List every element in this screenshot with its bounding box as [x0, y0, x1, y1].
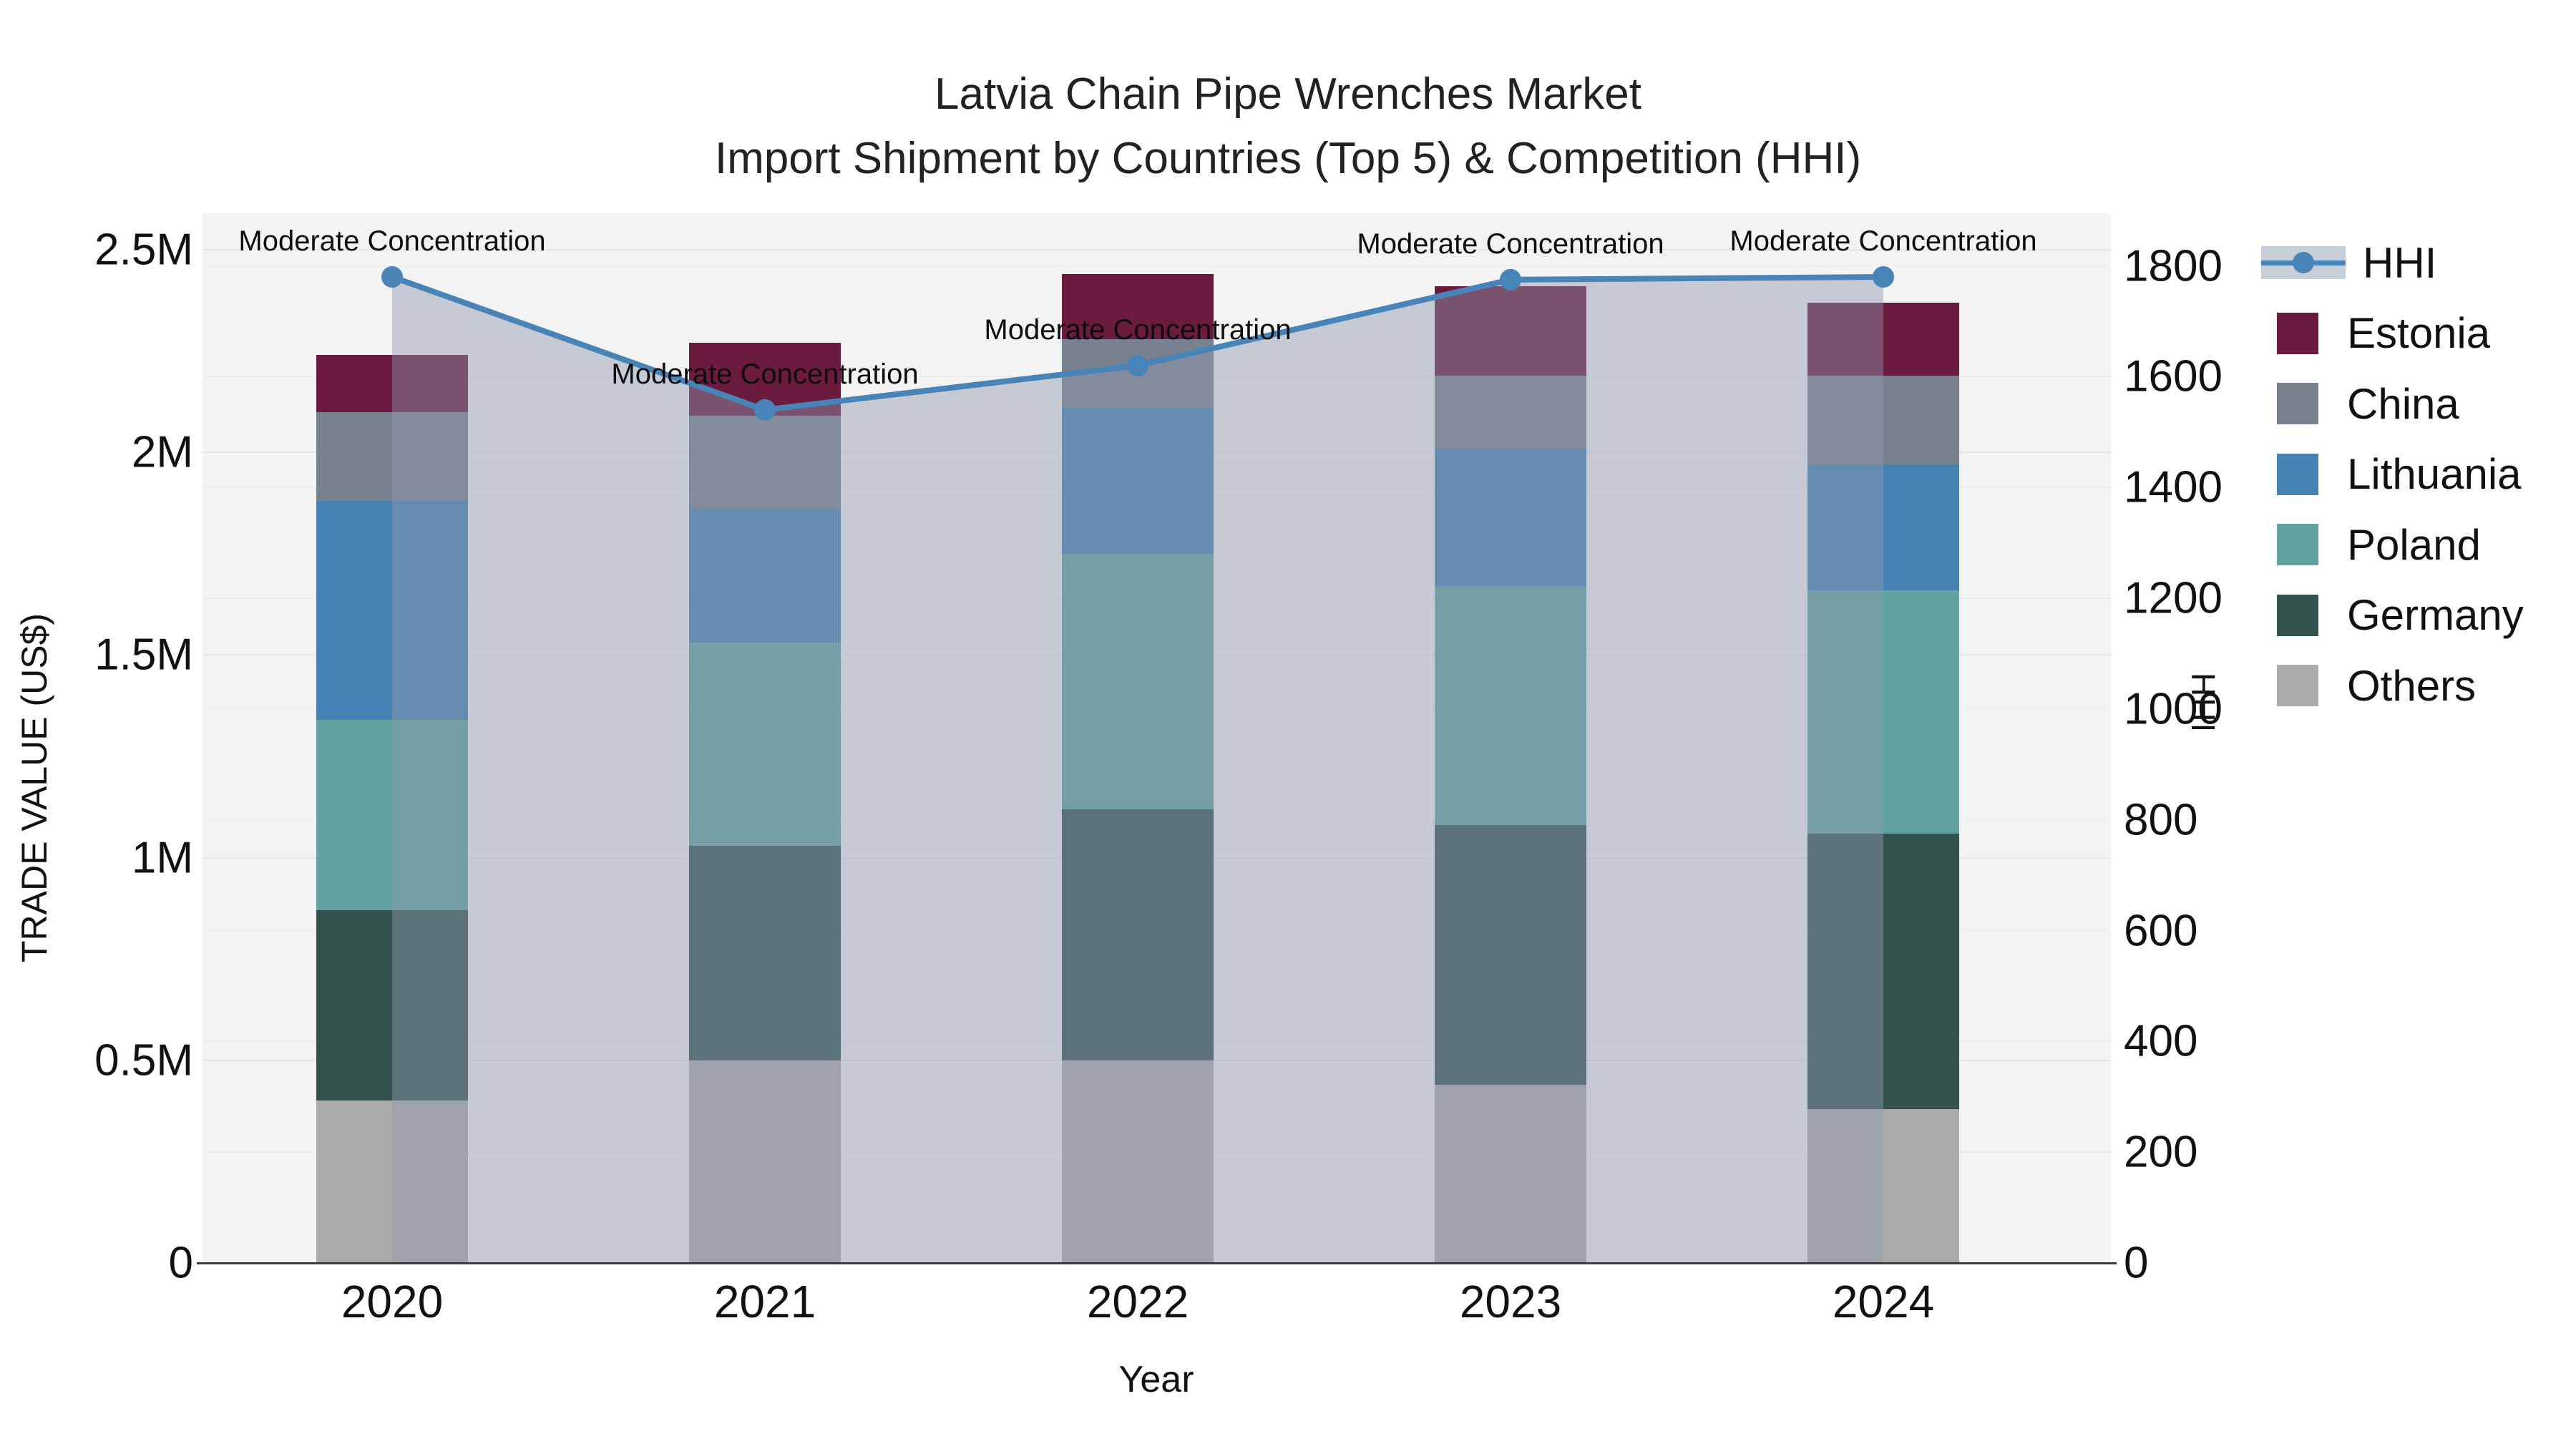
gridline-hhi: [203, 265, 2111, 267]
bar-segment-poland-2020[interactable]: [316, 720, 468, 911]
y-left-tick-1.5M: 1.5M: [94, 630, 193, 680]
y-right-tick-1800: 1800: [2124, 241, 2223, 291]
bar-segment-others-2020[interactable]: [316, 1101, 468, 1263]
legend-label: Estonia: [2347, 309, 2491, 357]
legend-item-poland[interactable]: Poland: [2261, 509, 2481, 580]
bar-segment-germany-2024[interactable]: [1807, 833, 1959, 1109]
y-left-tick-0.5M: 0.5M: [94, 1035, 193, 1085]
chart-title-line1: Latvia Chain Pipe Wrenches Market: [935, 69, 1641, 119]
bar-segment-china-2021[interactable]: [689, 416, 841, 509]
bar-segment-others-2022[interactable]: [1062, 1060, 1214, 1263]
plot-area: Moderate Concentration Moderate Concentra…: [197, 213, 2117, 1264]
x-tick-2022: 2022: [1086, 1276, 1189, 1327]
legend-swatch-icon: [2277, 524, 2318, 565]
legend-label: China: [2347, 379, 2459, 428]
bar-segment-germany-2020[interactable]: [316, 910, 468, 1101]
bar-segment-china-2024[interactable]: [1807, 375, 1959, 465]
bar-segment-poland-2021[interactable]: [689, 643, 841, 846]
legend-item-others[interactable]: Others: [2261, 650, 2476, 721]
x-tick-2021: 2021: [713, 1276, 816, 1327]
y-right-tick-600: 600: [2124, 906, 2198, 955]
legend-swatch-icon: [2277, 383, 2318, 424]
bar-segment-china-2023[interactable]: [1435, 375, 1586, 449]
annotation-2023: Moderate Concentration: [1357, 228, 1664, 260]
chart-title-line2: Import Shipment by Countries (Top 5) & C…: [714, 134, 1862, 183]
hhi-line-layer: [381, 266, 1894, 1263]
x-tick-2024: 2024: [1832, 1276, 1935, 1327]
x-axis-line: [197, 1262, 2117, 1264]
legend-item-hhi[interactable]: HHI: [2261, 228, 2436, 298]
annotation-2020: Moderate Concentration: [238, 225, 546, 258]
bar-segment-estonia-2024[interactable]: [1807, 302, 1959, 376]
bar-segment-estonia-2023[interactable]: [1435, 286, 1586, 376]
legend-item-china[interactable]: China: [2261, 369, 2459, 439]
legend-swatch-icon: [2277, 594, 2318, 636]
y-left-tick-0: 0: [168, 1238, 193, 1288]
y-left-tick-2M: 2M: [131, 427, 193, 477]
hhi-marker-2024[interactable]: [1873, 266, 1894, 288]
bar-segment-lithuania-2024[interactable]: [1807, 464, 1959, 590]
legend-swatch-icon: [2277, 312, 2318, 354]
annotation-2024: Moderate Concentration: [1729, 225, 2037, 258]
bar-segment-others-2023[interactable]: [1435, 1084, 1586, 1263]
legend-label: Poland: [2347, 520, 2481, 569]
legend-item-lithuania[interactable]: Lithuania: [2261, 439, 2522, 509]
bar-segment-others-2021[interactable]: [689, 1060, 841, 1263]
legend-swatch-icon: [2277, 665, 2318, 706]
bar-segment-china-2020[interactable]: [316, 411, 468, 502]
legend-label: HHI: [2363, 238, 2437, 287]
hhi-marker-2023[interactable]: [1500, 268, 1521, 291]
hhi-marker-2022[interactable]: [1127, 354, 1148, 376]
legend-line-marker-icon: [2261, 246, 2346, 279]
legend-swatch-icon: [2277, 453, 2318, 495]
legend-label: Others: [2347, 661, 2477, 710]
gridline-trade-value: [203, 248, 2111, 250]
y-right-tick-400: 400: [2124, 1016, 2198, 1066]
bar-segment-germany-2021[interactable]: [689, 845, 841, 1060]
y-right-tick-1400: 1400: [2124, 462, 2223, 512]
y-right-tick-1000: 1000: [2124, 684, 2223, 734]
y-axis-left-title: TRADE VALUE (US$): [14, 613, 54, 963]
hhi-marker-2021[interactable]: [754, 399, 776, 421]
annotation-2022: Moderate Concentration: [984, 313, 1292, 346]
bar-segment-poland-2024[interactable]: [1807, 590, 1959, 834]
y-right-tick-800: 800: [2124, 795, 2198, 845]
x-tick-2023: 2023: [1459, 1276, 1562, 1327]
y-left-tick-1M: 1M: [131, 833, 193, 883]
y-left-tick-2.5M: 2.5M: [94, 225, 193, 275]
y-axis-right-title: HHI: [2185, 673, 2222, 734]
bar-segment-poland-2023[interactable]: [1435, 586, 1586, 826]
y-right-tick-0: 0: [2124, 1238, 2149, 1288]
legend-label: Germany: [2347, 591, 2524, 639]
bar-segment-germany-2022[interactable]: [1062, 809, 1214, 1060]
hhi-area-fill: [392, 277, 1883, 1263]
annotation-2021: Moderate Concentration: [611, 358, 919, 390]
bar-segment-lithuania-2021[interactable]: [689, 509, 841, 643]
y-right-tick-1200: 1200: [2124, 573, 2223, 623]
bar-segment-lithuania-2020[interactable]: [316, 501, 468, 720]
bar-segment-lithuania-2023[interactable]: [1435, 448, 1586, 587]
legend-item-estonia[interactable]: Estonia: [2261, 298, 2490, 369]
bar-segment-others-2024[interactable]: [1807, 1108, 1959, 1263]
legend-label: Lithuania: [2347, 450, 2522, 498]
y-right-tick-1600: 1600: [2124, 351, 2223, 401]
y-right-tick-200: 200: [2124, 1127, 2198, 1177]
bar-segment-germany-2023[interactable]: [1435, 825, 1586, 1085]
bar-segment-estonia-2020[interactable]: [316, 355, 468, 412]
hhi-marker-2020[interactable]: [381, 266, 403, 288]
legend-item-germany[interactable]: Germany: [2261, 580, 2524, 650]
bar-segment-estonia-2022[interactable]: [1062, 273, 1214, 339]
bar-segment-poland-2022[interactable]: [1062, 553, 1214, 809]
x-axis-title: Year: [1118, 1359, 1194, 1400]
bar-segment-lithuania-2022[interactable]: [1062, 407, 1214, 554]
x-tick-2020: 2020: [341, 1276, 444, 1327]
